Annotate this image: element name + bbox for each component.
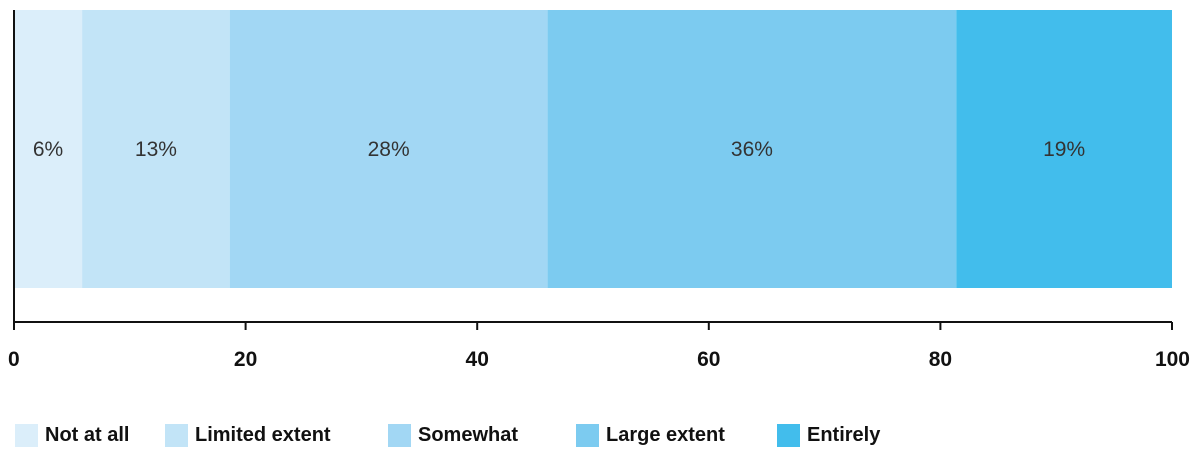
legend-item-not-at-all: Not at all (15, 422, 129, 448)
bar-segment-large-extent (547, 10, 957, 288)
legend-label: Somewhat (418, 423, 519, 446)
data-label-limited-extent: 13% (135, 138, 177, 161)
x-axis-ticks (13, 322, 1173, 330)
legend-item-large-extent: Large extent (576, 422, 725, 448)
legend-item-somewhat: Somewhat (388, 422, 518, 448)
stacked-bar-chart: 6% 13% 28% 36% 19% 0 20 40 60 80 100 (8, 10, 1190, 371)
bar-segments (14, 10, 1172, 288)
legend-label: Limited extent (195, 423, 331, 446)
legend-swatch (576, 423, 599, 447)
legend-swatch (165, 423, 188, 447)
bar-segment-limited-extent (82, 10, 230, 288)
data-label-large-extent: 36% (731, 138, 773, 161)
bar-segment-not-at-all (14, 10, 83, 288)
x-tick-label-80: 80 (929, 348, 952, 371)
legend-swatch (388, 423, 411, 447)
legend-swatch (15, 423, 38, 447)
legend-label: Large extent (606, 423, 725, 446)
x-axis-tick-labels: 0 20 40 60 80 100 (8, 348, 1190, 371)
x-tick-label-40: 40 (466, 348, 489, 371)
bar-segment-somewhat (229, 10, 548, 288)
legend-label: Not at all (45, 423, 130, 446)
legend-item-entirely: Entirely (777, 422, 880, 448)
legend-label: Entirely (807, 423, 881, 446)
legend-swatch (777, 423, 800, 447)
x-tick-label-100: 100 (1155, 348, 1190, 371)
legend-item-limited-extent: Limited extent (165, 422, 331, 448)
data-label-not-at-all: 6% (33, 138, 63, 161)
legend: Not at all Limited extent Somewhat Large ex… (15, 422, 1115, 448)
data-label-somewhat: 28% (368, 138, 410, 161)
bar-segment-entirely (956, 10, 1172, 288)
segment-data-labels: 6% 13% 28% 36% 19% (33, 138, 1085, 161)
x-tick-label-0: 0 (8, 348, 20, 371)
data-label-entirely: 19% (1043, 138, 1085, 161)
x-tick-label-20: 20 (234, 348, 257, 371)
x-tick-label-60: 60 (697, 348, 720, 371)
